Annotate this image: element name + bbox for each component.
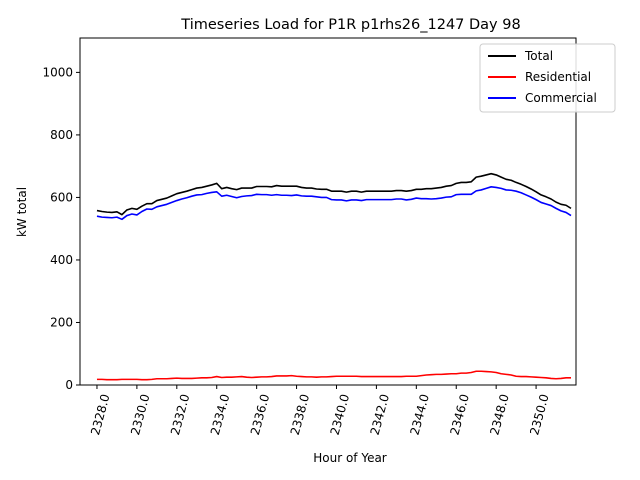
y-tick-label: 0: [65, 378, 73, 392]
y-axis-title: kW total: [15, 187, 29, 237]
y-tick-label: 1000: [42, 65, 73, 79]
y-tick-label: 400: [50, 253, 73, 267]
legend-label-total: Total: [524, 49, 553, 63]
series-layer: [96, 172, 572, 381]
series-line-commercial: [96, 186, 572, 221]
plot-frame: [79, 37, 577, 386]
chart-title: Timeseries Load for P1R p1rhs26_1247 Day…: [180, 17, 520, 33]
legend-label-residential: Residential: [525, 70, 591, 84]
y-tick-label: 800: [50, 128, 73, 142]
y-tick-label: 600: [50, 190, 73, 204]
series-line-residential: [96, 370, 572, 381]
series-line-total: [96, 172, 572, 216]
y-tick-label: 200: [50, 315, 73, 329]
x-axis-title: Hour of Year: [313, 451, 387, 465]
legend-box: [479, 43, 616, 113]
legend: Total Residential Commercial: [479, 43, 616, 113]
legend-label-commercial: Commercial: [525, 91, 597, 105]
